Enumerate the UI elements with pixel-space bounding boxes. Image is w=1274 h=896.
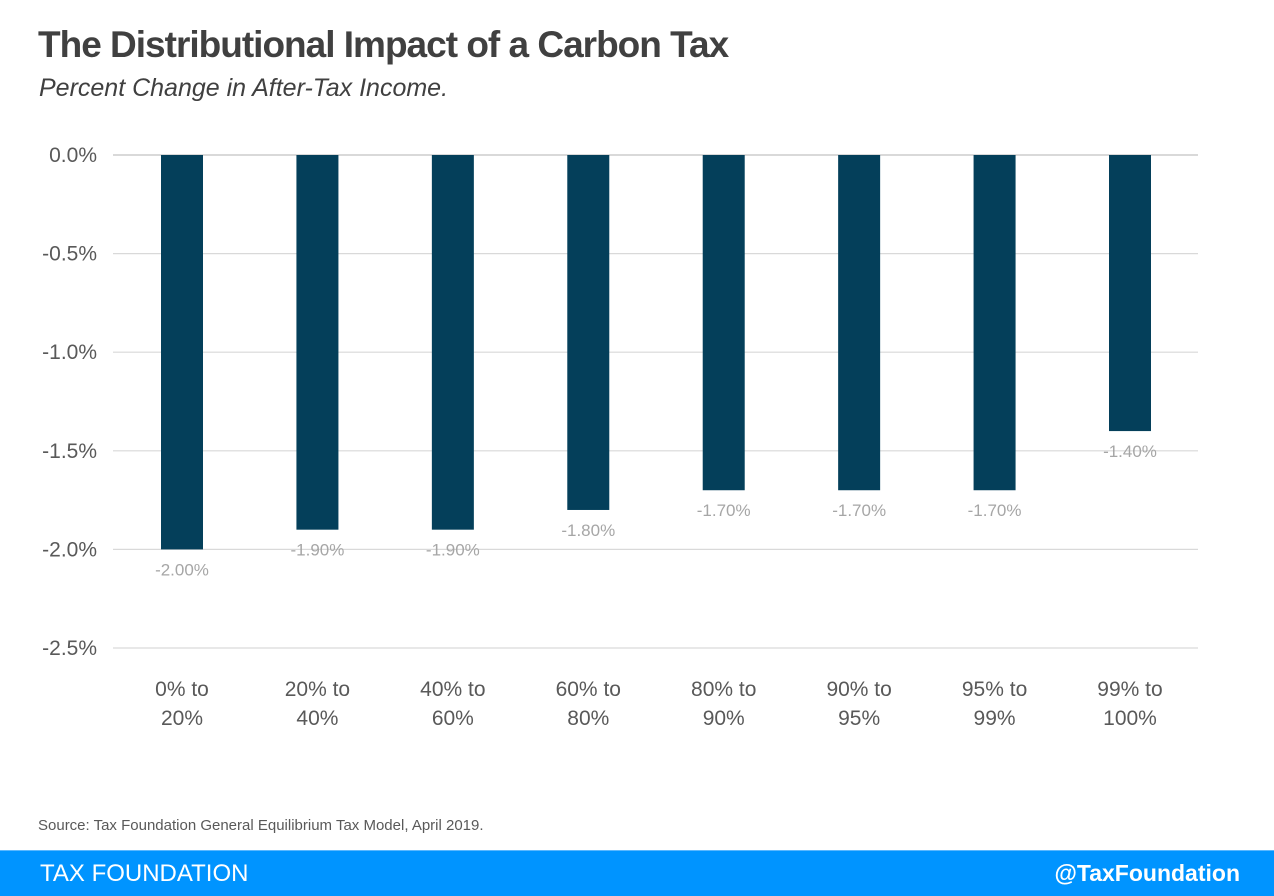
bars xyxy=(161,155,1151,550)
data-label: -1.90% xyxy=(290,541,344,560)
bar-chart: 0.0% -0.5% -1.0% -1.5% -2.0% -2.5% -2.00% -1.9… xyxy=(42,144,1198,730)
bar xyxy=(838,155,881,491)
y-tick-label: -1.0% xyxy=(42,341,97,364)
x-category-label: 95% to xyxy=(962,678,1027,701)
bar xyxy=(1109,155,1151,432)
x-category-label: 90% to xyxy=(826,678,891,701)
x-category-label: 90% xyxy=(703,707,745,730)
bar xyxy=(296,155,339,530)
chart-subtitle: Percent Change in After-Tax Income. xyxy=(39,74,449,102)
footer-twitter-handle[interactable]: @TaxFoundation xyxy=(1054,860,1240,886)
data-label: -1.80% xyxy=(561,521,615,540)
y-tick-label: -1.5% xyxy=(42,440,97,463)
y-tick-label: -2.5% xyxy=(42,637,97,660)
x-category-label: 0% to xyxy=(155,678,209,701)
x-category-label: 99% xyxy=(974,707,1016,730)
bar xyxy=(567,155,610,510)
data-label: -1.70% xyxy=(697,501,751,520)
footer-bar: TAX FOUNDATION @TaxFoundation xyxy=(0,850,1274,896)
x-category-label: 80% to xyxy=(691,678,756,701)
y-tick-label: 0.0% xyxy=(49,144,97,167)
data-label: -1.70% xyxy=(968,501,1022,520)
x-category-label: 95% xyxy=(838,707,880,730)
y-tick-label: -2.0% xyxy=(42,538,97,561)
data-label: -1.70% xyxy=(832,501,886,520)
y-tick-label: -0.5% xyxy=(42,243,97,266)
x-axis-categories: 0% to 20% 20% to 40% 40% to 60% 60% to 80% 80% t… xyxy=(155,678,1163,730)
x-category-label: 20% to xyxy=(285,678,350,701)
data-labels: -2.00% -1.90% -1.90% -1.80% -1.70% -1.70% -1.7… xyxy=(155,442,1157,579)
x-category-label: 40% to xyxy=(420,678,485,701)
bar xyxy=(431,155,474,530)
bar xyxy=(702,155,745,491)
source-note: Source: Tax Foundation General Equilibri… xyxy=(38,817,484,834)
x-category-label: 60% xyxy=(432,707,474,730)
bar xyxy=(161,155,203,550)
x-category-label: 99% to xyxy=(1097,678,1162,701)
data-label: -1.40% xyxy=(1103,442,1157,461)
footer-brand: TAX FOUNDATION xyxy=(40,860,249,887)
x-category-label: 100% xyxy=(1103,707,1157,730)
x-category-label: 60% to xyxy=(556,678,621,701)
chart-title: The Distributional Impact of a Carbon Ta… xyxy=(38,24,729,65)
y-axis-ticks: 0.0% -0.5% -1.0% -1.5% -2.0% -2.5% xyxy=(42,144,97,660)
bar xyxy=(973,155,1016,491)
x-category-label: 20% xyxy=(161,707,203,730)
data-label: -1.90% xyxy=(426,541,480,560)
gridlines xyxy=(113,154,1198,649)
x-category-label: 80% xyxy=(567,707,609,730)
x-category-label: 40% xyxy=(296,707,338,730)
data-label: -2.00% xyxy=(155,560,209,579)
